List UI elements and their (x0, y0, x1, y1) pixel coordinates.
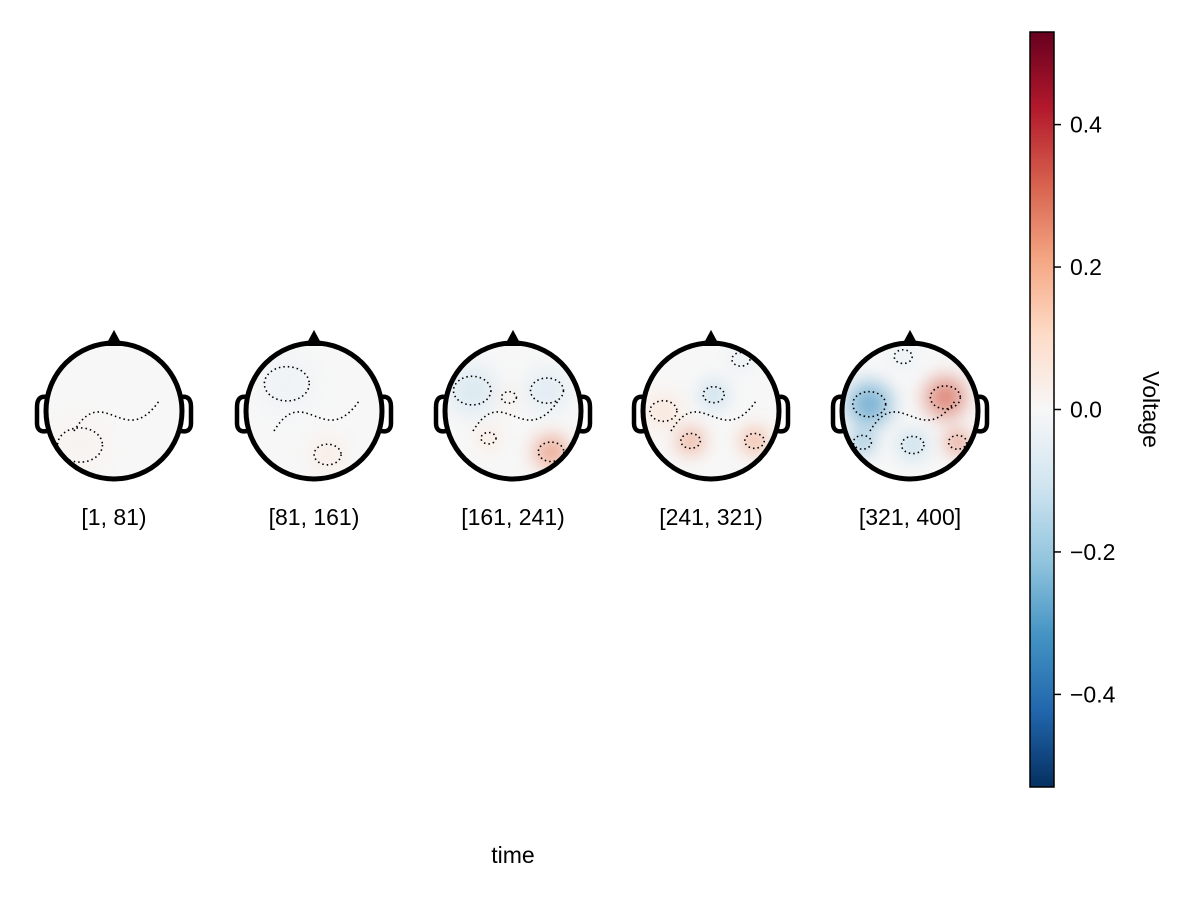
voltage-field (842, 343, 978, 479)
colorbar: 0.4 0.2 0.0 −0.2 −0.4 Voltage (1029, 31, 1164, 788)
contour-line (263, 365, 311, 402)
time-window-label: [321, 400] (859, 504, 961, 530)
colorbar-tick-label: 0.0 (1070, 397, 1102, 423)
head-outline (640, 340, 782, 482)
voltage-source (918, 370, 973, 425)
colorbar-tick-label: 0.2 (1070, 254, 1102, 280)
voltage-source (643, 386, 688, 436)
left-ear-marker (433, 394, 447, 434)
left-ear-marker (34, 394, 48, 434)
contour-line (947, 434, 968, 450)
colorbar-tick-label: −0.2 (1070, 539, 1115, 565)
voltage-source (46, 404, 121, 479)
right-ear-marker (380, 394, 394, 434)
right-ear-marker (777, 394, 791, 434)
voltage-source (517, 360, 577, 421)
voltage-source (672, 423, 709, 459)
contour-line (56, 427, 104, 463)
contour-line (452, 375, 492, 406)
contour-line (649, 399, 678, 423)
contour-line (680, 432, 702, 450)
contour-line (893, 348, 913, 365)
topoplot-row: [1, 81) [81, 161) [161, 241) [241, 321) [321… (34, 329, 990, 530)
voltage-field (643, 343, 779, 479)
head-outline (442, 340, 584, 482)
contour-line (529, 377, 565, 404)
voltage-source (474, 424, 503, 452)
left-ear-marker (830, 394, 844, 434)
time-window-label: [1, 81) (81, 504, 146, 530)
topoplot-1: [1, 81) (34, 329, 194, 530)
contour-line (480, 431, 497, 445)
topoplot-5: [321, 400] (830, 329, 990, 530)
voltage-source (886, 343, 920, 373)
x-axis-label: time (491, 842, 534, 868)
topoplot-3: [161, 241) (433, 329, 593, 530)
contour-line (852, 434, 873, 450)
time-window-label: [241, 321) (659, 504, 763, 530)
contour-line (743, 432, 766, 450)
contour-line (900, 435, 925, 455)
contour-line (313, 443, 342, 466)
right-ear-marker (976, 394, 990, 434)
time-window-label: [81, 161) (269, 504, 360, 530)
topoplot-2: [81, 161) (234, 329, 394, 530)
colorbar-label: Voltage (1138, 371, 1164, 448)
contour-line (929, 385, 962, 410)
contour-line (500, 390, 518, 404)
contour-line (702, 385, 725, 404)
voltage-source (736, 423, 773, 459)
voltage-source (842, 374, 900, 435)
colorbar-gradient (1029, 31, 1055, 788)
voltage-source (495, 383, 523, 411)
right-ear-marker (180, 394, 194, 434)
contour-line (851, 390, 887, 418)
head-outline (243, 340, 385, 482)
voltage-source (892, 424, 934, 466)
colorbar-tick-label: 0.4 (1070, 112, 1102, 138)
left-ear-marker (631, 394, 645, 434)
voltage-source (246, 343, 328, 425)
head-outline (839, 340, 981, 482)
colorbar-tick-label: −0.4 (1070, 681, 1116, 707)
contour-line (537, 441, 565, 463)
voltage-source (303, 430, 353, 479)
topoplot-4: [241, 321) (631, 329, 791, 530)
voltage-source (694, 375, 733, 414)
left-ear-marker (234, 394, 248, 434)
voltage-field (445, 343, 581, 479)
right-ear-marker (579, 394, 593, 434)
time-window-label: [161, 241) (461, 504, 565, 530)
head-outline (43, 340, 185, 482)
